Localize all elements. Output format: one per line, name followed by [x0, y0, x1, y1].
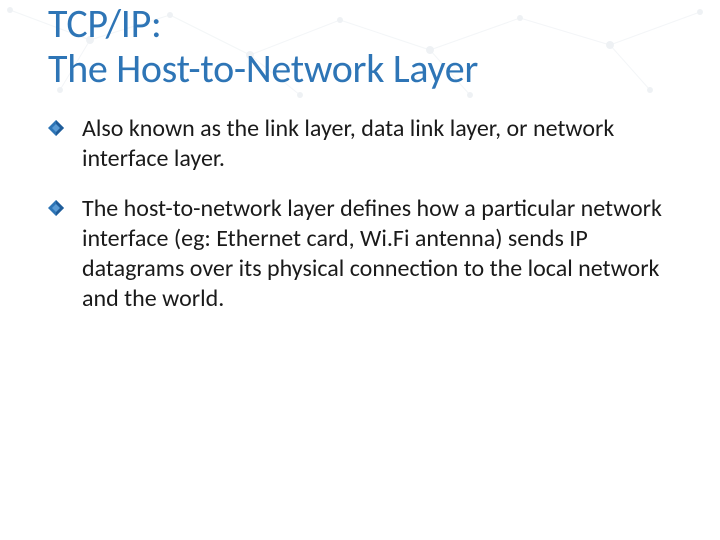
bullet-text: The host-to-network layer defines how a …: [82, 194, 662, 313]
diamond-bullet-icon: [48, 120, 64, 136]
title-line-1: TCP/IP:: [48, 0, 161, 48]
slide: TCP/IP: The Host-to-Network Layer Also k…: [0, 0, 720, 314]
list-item: Also known as the link layer, data link …: [48, 114, 680, 174]
bullet-list: Also known as the link layer, data link …: [48, 114, 680, 314]
slide-title: TCP/IP: The Host-to-Network Layer: [48, 0, 680, 92]
diamond-bullet-icon: [48, 200, 64, 216]
list-item: The host-to-network layer defines how a …: [48, 194, 680, 314]
bullet-text: Also known as the link layer, data link …: [82, 114, 614, 173]
title-line-2: The Host-to-Network Layer: [48, 44, 478, 93]
